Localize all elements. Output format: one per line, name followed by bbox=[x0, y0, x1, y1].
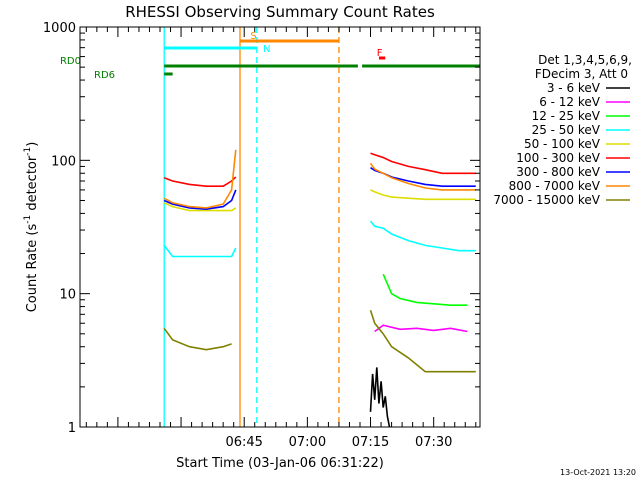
legend-label: 3 - 6 keV bbox=[547, 81, 601, 95]
legend-label: 6 - 12 keV bbox=[539, 95, 601, 109]
flag-label-f: F bbox=[377, 48, 383, 59]
x-axis-label: Start Time (03-Jan-06 06:31:22) bbox=[176, 456, 384, 471]
series-line bbox=[369, 367, 391, 428]
x-tick-label: 07:30 bbox=[415, 435, 452, 450]
y-tick-label: 100 bbox=[51, 154, 76, 169]
chart-title: RHESSI Observing Summary Count Rates bbox=[125, 3, 435, 21]
y-tick-label: 10 bbox=[59, 288, 76, 303]
legend-label: 100 - 300 keV bbox=[516, 151, 600, 165]
flag-label-rd6: RD6 bbox=[94, 70, 115, 81]
y-axis-label-part1: Count Rate (s bbox=[25, 224, 40, 313]
x-tick-label: 07:00 bbox=[289, 435, 326, 450]
series-line bbox=[374, 324, 468, 333]
data-series bbox=[163, 149, 476, 428]
plot-frame bbox=[79, 26, 481, 428]
flag-label-s: S bbox=[250, 31, 256, 42]
legend-label: 7000 - 15000 keV bbox=[493, 193, 600, 207]
legend-header-1: Det 1,3,4,5,6,9, bbox=[538, 53, 632, 67]
y-axis-label: Count Rate (s-1 detector-1) bbox=[23, 142, 40, 313]
x-tick-label: 06:45 bbox=[225, 435, 262, 450]
series-line bbox=[163, 220, 476, 258]
y-axis-label-sup2: -1 bbox=[23, 147, 33, 156]
x-axis: 06:45 07:00 07:15 07:30 bbox=[85, 27, 477, 450]
series-line bbox=[163, 189, 476, 212]
flag-label-n: N bbox=[263, 44, 270, 55]
x-tick-label: 07:15 bbox=[352, 435, 389, 450]
legend-label: 50 - 100 keV bbox=[524, 137, 601, 151]
legend-header-2: FDecim 3, Att 0 bbox=[535, 67, 628, 81]
legend-label: 800 - 7000 keV bbox=[509, 179, 601, 193]
y-tick-label: 1000 bbox=[43, 21, 76, 36]
series-line bbox=[163, 310, 476, 373]
legend-label: 300 - 800 keV bbox=[516, 165, 600, 179]
legend: Det 1,3,4,5,6,9, FDecim 3, Att 0 3 - 6 k… bbox=[493, 53, 632, 207]
y-tick-label: 1 bbox=[68, 421, 76, 436]
series-line bbox=[382, 273, 468, 306]
y-axis: 1 10 100 1000 bbox=[43, 21, 480, 436]
series-line bbox=[163, 149, 476, 209]
y-axis-label-part3: ) bbox=[25, 142, 40, 147]
y-axis-label-sup1: -1 bbox=[23, 215, 33, 224]
flag-label-rd0: RD0 bbox=[60, 56, 81, 67]
legend-label: 12 - 25 keV bbox=[532, 109, 601, 123]
footer-timestamp: 13-Oct-2021 13:20 bbox=[560, 468, 636, 477]
flag-bars: SN F RD0 RD6 bbox=[60, 31, 480, 81]
series-line bbox=[163, 152, 476, 187]
legend-label: 25 - 50 keV bbox=[532, 123, 601, 137]
y-axis-label-part2: detector bbox=[25, 155, 40, 215]
vertical-markers bbox=[163, 27, 340, 427]
